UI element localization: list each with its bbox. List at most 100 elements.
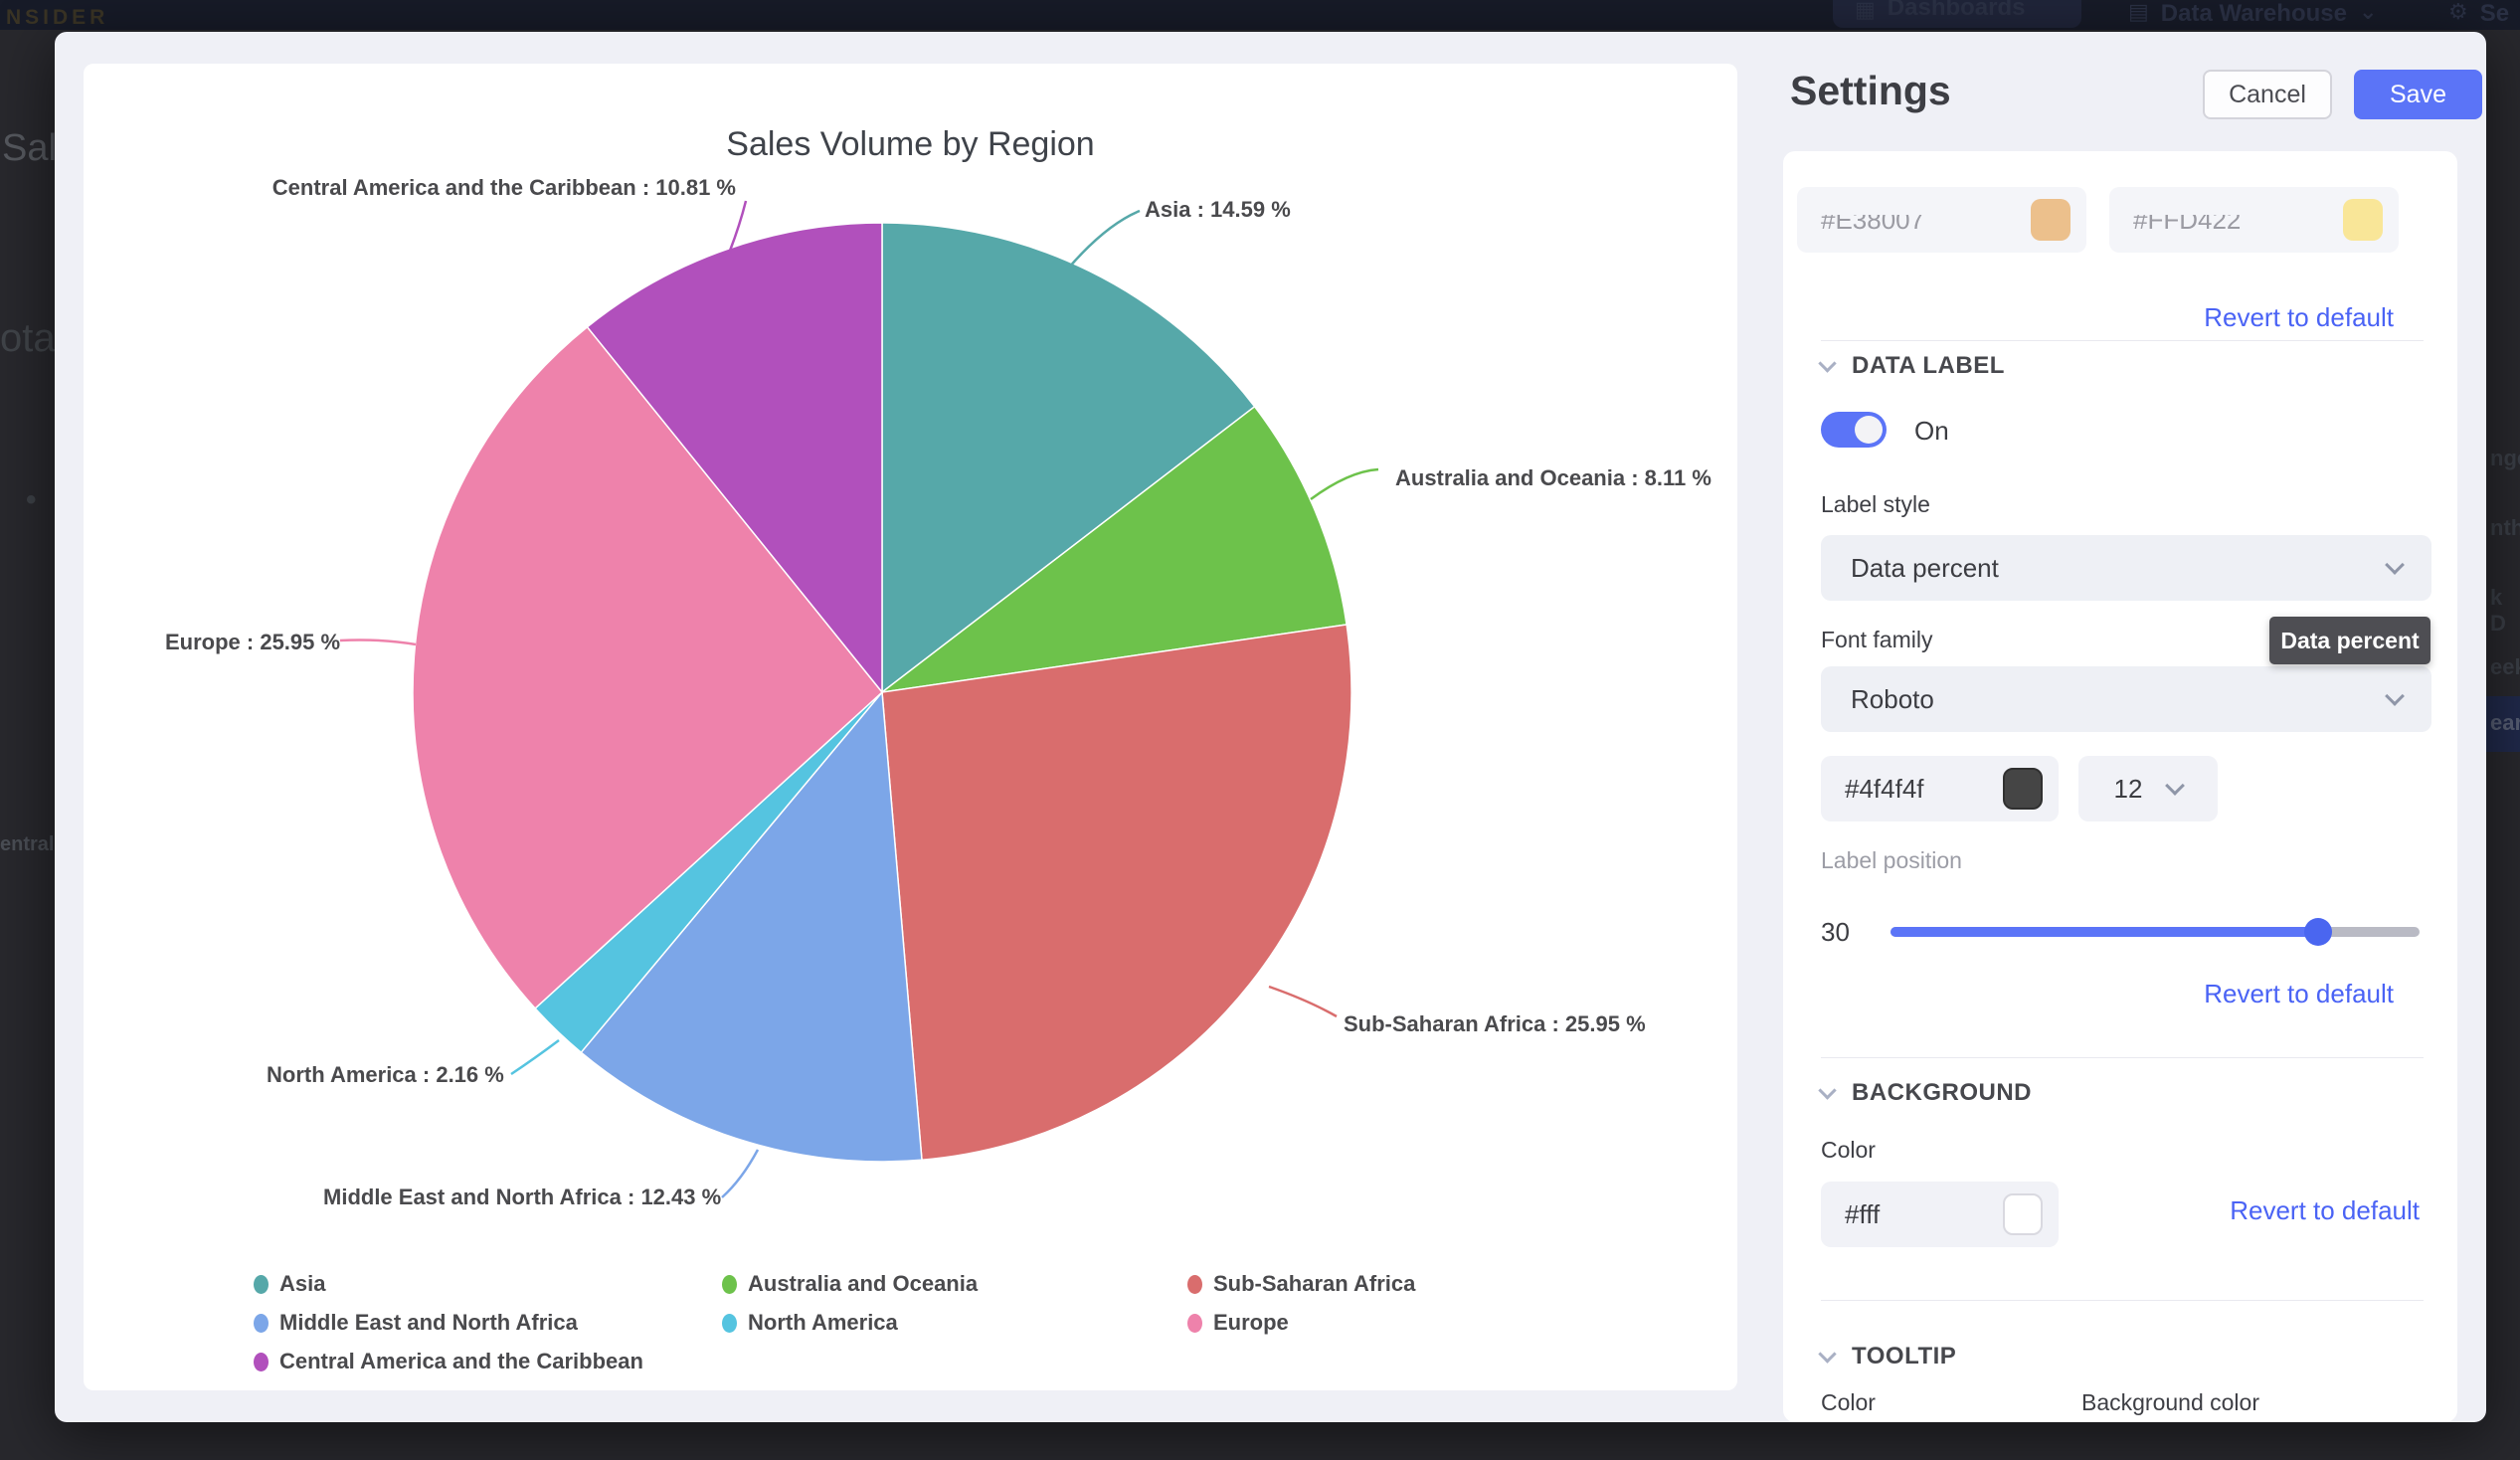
section-header-data-label[interactable]: DATA LABEL bbox=[1818, 352, 2005, 380]
leader-line-north-america bbox=[510, 1038, 560, 1076]
legend-dot-north-america bbox=[722, 1313, 737, 1333]
section-header-tooltip[interactable]: TOOLTIP bbox=[1818, 1343, 1957, 1370]
save-button[interactable]: Save bbox=[2354, 70, 2482, 119]
bg-fragment-nge: nge bbox=[2490, 446, 2520, 470]
section-title: TOOLTIP bbox=[1852, 1343, 1957, 1369]
gear-icon: ⚙ bbox=[2448, 0, 2468, 24]
legend-label: Australia and Oceania bbox=[748, 1271, 979, 1296]
pie-callout-asia: Asia : 14.59 % bbox=[1145, 197, 1291, 222]
leader-line-australia bbox=[1310, 467, 1379, 501]
pie-slices bbox=[412, 222, 1352, 1163]
bg-fragment-nth: nth bbox=[2490, 515, 2520, 540]
toggle-knob bbox=[1855, 416, 1883, 444]
legend-item-sub-saharan[interactable]: Sub-Saharan Africa bbox=[1187, 1271, 1415, 1297]
font-color-input[interactable]: #4f4f4f bbox=[1821, 756, 2059, 821]
pie-callout-australia: Australia and Oceania : 8.11 % bbox=[1395, 465, 1711, 490]
background-color-swatch[interactable] bbox=[2003, 1193, 2043, 1235]
pie-slice-2[interactable] bbox=[881, 624, 1352, 1162]
toggle-state-label: On bbox=[1914, 416, 1949, 446]
legend-label: Central America and the Caribbean bbox=[279, 1349, 643, 1373]
bg-fragment-ear: ear bbox=[2490, 710, 2520, 735]
settings-card: #E38007 #FFD422 Revert to default DATA L… bbox=[1783, 151, 2457, 1422]
section-title: DATA LABEL bbox=[1852, 352, 2005, 379]
chevron-down-icon bbox=[2385, 554, 2405, 575]
legend-label: Middle East and North Africa bbox=[279, 1310, 578, 1335]
legend-dot-europe bbox=[1187, 1313, 1202, 1333]
bg-fragment-entral: entral bbox=[0, 833, 55, 855]
nav-settings-label: Se bbox=[2479, 0, 2510, 27]
pie-callout-north-america: North America : 2.16 % bbox=[267, 1062, 504, 1087]
dashboards-grid-icon: ▦ bbox=[1855, 0, 1876, 22]
leader-line-europe bbox=[339, 639, 417, 646]
label-position-label: Label position bbox=[1821, 847, 1962, 873]
background-color-input[interactable]: #fff bbox=[1821, 1182, 2059, 1247]
series-color-2-input[interactable]: #FFD422 bbox=[2109, 187, 2399, 253]
chevron-down-icon bbox=[1818, 1344, 1837, 1364]
background-color-label: Color bbox=[1821, 1137, 1876, 1163]
legend-label: Sub-Saharan Africa bbox=[1213, 1271, 1416, 1296]
bg-fragment-eek: eek bbox=[2490, 654, 2520, 679]
pie-slice-0[interactable] bbox=[881, 222, 1256, 694]
leader-line-mena bbox=[721, 1149, 760, 1198]
font-family-value: Roboto bbox=[1851, 683, 1934, 714]
font-size-select[interactable]: 12 bbox=[2078, 756, 2218, 821]
background-color-value: #fff bbox=[1845, 1198, 1881, 1229]
label-style-dropdown[interactable]: Data percent bbox=[1821, 535, 2431, 601]
pie-chart[interactable] bbox=[84, 64, 1737, 1390]
data-label-toggle[interactable] bbox=[1821, 412, 1887, 448]
label-style-tooltip: Data percent bbox=[2269, 617, 2430, 664]
revert-to-default-link-data-label[interactable]: Revert to default bbox=[2204, 979, 2394, 1008]
cancel-button[interactable]: Cancel bbox=[2203, 70, 2332, 119]
legend-dot-asia bbox=[254, 1274, 269, 1294]
nav-settings: ⚙ Se bbox=[2448, 0, 2509, 28]
pie-slice-3[interactable] bbox=[580, 690, 923, 1163]
label-position-slider[interactable] bbox=[1890, 918, 2420, 946]
leader-line-central-america bbox=[728, 200, 748, 252]
legend-item-north-america[interactable]: North America bbox=[722, 1310, 898, 1336]
series-color-1-swatch[interactable] bbox=[2031, 199, 2070, 241]
app-topbar: NSIDER ▦ Dashboards ▤ Data Warehouse ⌄ ⚙… bbox=[0, 0, 2520, 30]
slider-knob[interactable] bbox=[2304, 918, 2332, 946]
pie-callout-sub-saharan: Sub-Saharan Africa : 25.95 % bbox=[1344, 1011, 1646, 1036]
label-style-label: Label style bbox=[1821, 491, 1930, 517]
chevron-down-icon bbox=[2165, 775, 2186, 796]
legend-dot-sub-saharan bbox=[1187, 1274, 1202, 1294]
font-size-value: 12 bbox=[2113, 773, 2143, 804]
revert-to-default-link-series[interactable]: Revert to default bbox=[2204, 302, 2394, 332]
section-divider bbox=[1821, 340, 2424, 341]
pie-slice-5[interactable] bbox=[412, 325, 884, 1009]
app-logo: NSIDER bbox=[6, 6, 109, 29]
pie-callout-central-america: Central America and the Caribbean : 10.8… bbox=[271, 175, 736, 200]
chevron-down-icon bbox=[2385, 685, 2405, 706]
legend-dot-australia bbox=[722, 1274, 737, 1294]
chart-title: Sales Volume by Region bbox=[726, 125, 1095, 163]
legend-item-europe[interactable]: Europe bbox=[1187, 1310, 1289, 1336]
legend-label: North America bbox=[748, 1310, 898, 1335]
pie-slice-6[interactable] bbox=[586, 222, 883, 695]
legend-item-australia[interactable]: Australia and Oceania bbox=[722, 1271, 978, 1297]
pie-slice-1[interactable] bbox=[879, 405, 1348, 694]
bg-fragment-dot: • bbox=[26, 483, 37, 516]
series-color-1-input[interactable]: #E38007 bbox=[1797, 187, 2086, 253]
section-header-background[interactable]: BACKGROUND bbox=[1818, 1079, 2032, 1107]
revert-to-default-link-background[interactable]: Revert to default bbox=[2230, 1195, 2420, 1225]
label-style-value: Data percent bbox=[1851, 552, 1999, 583]
nav-dashboards-button: ▦ Dashboards bbox=[1833, 0, 2081, 28]
nav-data-warehouse-label: Data Warehouse bbox=[2160, 0, 2347, 27]
tooltip-bg-color-label: Background color bbox=[2081, 1389, 2259, 1415]
section-divider bbox=[1821, 1300, 2424, 1301]
legend-item-asia[interactable]: Asia bbox=[254, 1271, 325, 1297]
bg-fragment-ota: ota bbox=[0, 316, 56, 360]
section-title: BACKGROUND bbox=[1852, 1079, 2032, 1106]
series-color-2-swatch[interactable] bbox=[2343, 199, 2383, 241]
settings-panel-title: Settings bbox=[1790, 68, 1951, 113]
legend-item-mena[interactable]: Middle East and North Africa bbox=[254, 1310, 578, 1336]
font-family-dropdown[interactable]: Roboto bbox=[1821, 666, 2431, 732]
legend-item-central-america[interactable]: Central America and the Caribbean bbox=[254, 1349, 643, 1374]
font-color-swatch[interactable] bbox=[2003, 768, 2043, 810]
series-color-2-value: #FFD422 bbox=[2133, 204, 2242, 235]
legend-label: Europe bbox=[1213, 1310, 1289, 1335]
font-color-value: #4f4f4f bbox=[1845, 773, 1924, 804]
chevron-down-icon: ⌄ bbox=[2358, 0, 2378, 24]
chevron-down-icon bbox=[1818, 353, 1837, 373]
